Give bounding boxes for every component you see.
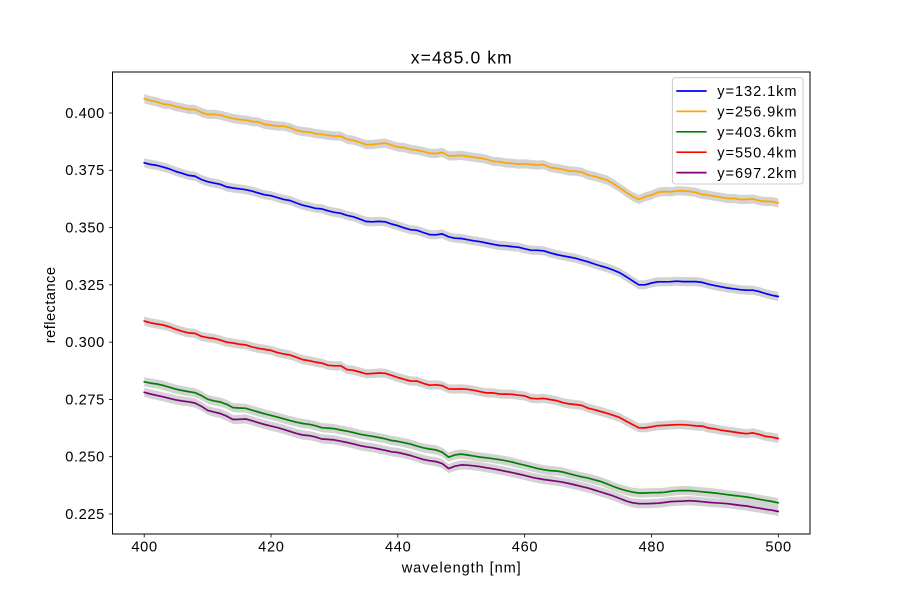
svg-text:500: 500 xyxy=(765,540,791,556)
svg-text:y=697.2km: y=697.2km xyxy=(717,166,797,182)
svg-text:0.400: 0.400 xyxy=(65,106,105,122)
svg-text:480: 480 xyxy=(639,540,665,556)
svg-text:y=550.4km: y=550.4km xyxy=(717,145,797,161)
svg-text:0.300: 0.300 xyxy=(65,335,105,351)
svg-text:0.375: 0.375 xyxy=(65,163,105,179)
svg-text:0.225: 0.225 xyxy=(65,507,105,523)
svg-text:y=403.6km: y=403.6km xyxy=(717,125,797,141)
svg-text:0.350: 0.350 xyxy=(65,220,105,236)
svg-text:y=256.9km: y=256.9km xyxy=(717,105,797,121)
svg-text:420: 420 xyxy=(258,540,284,556)
svg-text:400: 400 xyxy=(131,540,157,556)
svg-text:0.275: 0.275 xyxy=(65,392,105,408)
svg-text:460: 460 xyxy=(512,540,538,556)
svg-text:wavelength [nm]: wavelength [nm] xyxy=(401,560,522,576)
svg-text:y=132.1km: y=132.1km xyxy=(717,84,797,100)
svg-text:reflectance: reflectance xyxy=(43,267,59,344)
svg-text:0.250: 0.250 xyxy=(65,450,105,466)
svg-text:0.325: 0.325 xyxy=(65,278,105,294)
svg-text:440: 440 xyxy=(385,540,411,556)
svg-text:x=485.0 km: x=485.0 km xyxy=(411,48,513,68)
